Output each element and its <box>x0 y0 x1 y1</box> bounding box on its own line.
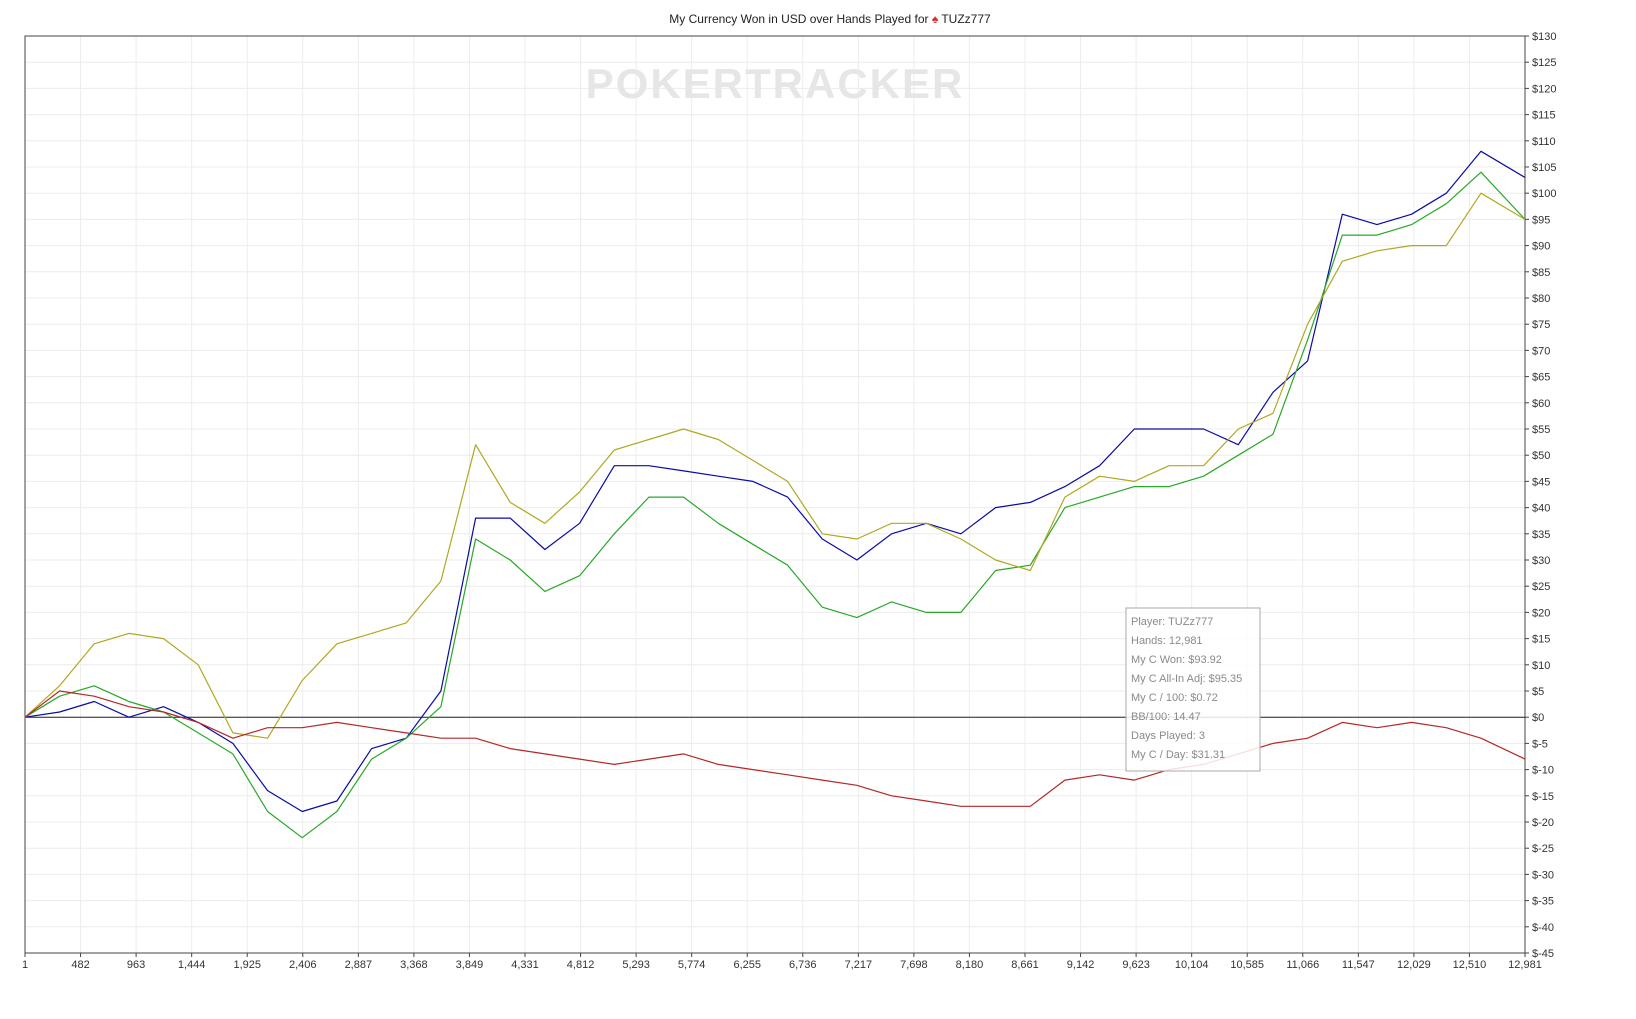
y-tick-label: $55 <box>1532 424 1550 436</box>
pokertracker-watermark: POKERTRACKER <box>586 60 965 107</box>
x-tick-label: 5,774 <box>678 959 706 971</box>
y-tick-label: $80 <box>1532 293 1550 305</box>
series-line-0 <box>24 150 1526 813</box>
y-tick-label: $10 <box>1532 660 1550 672</box>
y-tick-label: $-35 <box>1532 896 1554 908</box>
x-tick-label: 12,510 <box>1453 959 1487 971</box>
x-tick-label: 3,849 <box>456 959 484 971</box>
y-tick-label: $50 <box>1532 450 1550 462</box>
x-tick-label: 2,406 <box>289 959 317 971</box>
chart-title: My Currency Won in USD over Hands Played… <box>0 12 1636 26</box>
y-tick-label: $-5 <box>1532 738 1548 750</box>
y-tick-label: $110 <box>1532 136 1556 148</box>
tooltip-line: My C All-In Adj: $95.35 <box>1131 673 1242 685</box>
series-layer <box>24 150 1526 839</box>
spade-icon: ♠ <box>931 12 939 26</box>
series-line-1 <box>24 171 1526 839</box>
y-tick-label: $-30 <box>1532 869 1554 881</box>
chart-grid <box>24 35 1526 954</box>
y-tick-label: $95 <box>1532 214 1550 226</box>
y-tick-label: $40 <box>1532 503 1550 515</box>
y-tick-label: $90 <box>1532 241 1550 253</box>
x-axis: 1 482 963 1,444 1,925 2,406 2,887 3,368 3,849 4,3… <box>22 953 1542 971</box>
y-tick-label: $5 <box>1532 686 1544 698</box>
x-tick-label: 10,585 <box>1230 959 1264 971</box>
y-tick-label: $30 <box>1532 555 1550 567</box>
y-tick-label: $75 <box>1532 319 1550 331</box>
y-tick-label: $115 <box>1532 110 1556 122</box>
y-tick-label: $45 <box>1532 476 1550 488</box>
tooltip-line: Player: TUZz777 <box>1131 616 1213 628</box>
y-tick-label: $0 <box>1532 712 1544 724</box>
chart-title-text: My Currency Won in USD over Hands Played… <box>669 12 929 26</box>
y-tick-label: $20 <box>1532 607 1550 619</box>
y-tick-label: $-40 <box>1532 922 1554 934</box>
x-tick-label: 4,331 <box>511 959 539 971</box>
series-line-3 <box>24 690 1526 807</box>
y-tick-label: $70 <box>1532 345 1550 357</box>
x-tick-label: 963 <box>127 959 145 971</box>
x-tick-label: 6,736 <box>789 959 817 971</box>
y-tick-label: $105 <box>1532 162 1556 174</box>
tooltip-line: BB/100: 14.47 <box>1131 711 1201 723</box>
x-tick-label: 3,368 <box>400 959 428 971</box>
y-tick-label: $130 <box>1532 31 1556 43</box>
tooltip-line: Hands: 12,981 <box>1131 635 1203 647</box>
y-axis: $130 $125 $120 $115 $110 $105 $100 $95 $90 $85 $80… <box>1525 31 1556 960</box>
y-tick-label: $65 <box>1532 372 1550 384</box>
x-tick-label: 1,444 <box>178 959 206 971</box>
x-tick-label: 9,623 <box>1122 959 1150 971</box>
x-tick-label: 7,698 <box>900 959 928 971</box>
y-tick-label: $15 <box>1532 634 1550 646</box>
x-tick-label: 1,925 <box>233 959 261 971</box>
y-tick-label: $85 <box>1532 267 1550 279</box>
tooltip-line: Days Played: 3 <box>1131 730 1205 742</box>
y-tick-label: $60 <box>1532 398 1550 410</box>
y-tick-label: $-20 <box>1532 817 1554 829</box>
y-tick-label: $25 <box>1532 581 1550 593</box>
y-tick-label: $100 <box>1532 188 1556 200</box>
chart-title-player: TUZz777 <box>941 12 991 26</box>
x-tick-label: 11,547 <box>1342 959 1375 971</box>
x-tick-label: 5,293 <box>622 959 650 971</box>
x-tick-label: 8,661 <box>1011 959 1039 971</box>
x-tick-label: 11,066 <box>1286 959 1319 971</box>
y-tick-label: $-10 <box>1532 765 1554 777</box>
x-tick-label: 8,180 <box>956 959 984 971</box>
series-line-2 <box>24 192 1526 739</box>
y-tick-label: $-45 <box>1532 948 1554 960</box>
x-tick-label: 4,812 <box>567 959 595 971</box>
x-tick-label: 9,142 <box>1067 959 1095 971</box>
y-tick-label: $120 <box>1532 83 1556 95</box>
tooltip-lines: Player: TUZz777 Hands: 12,981 My C Won: $9… <box>1131 616 1242 761</box>
tooltip-line: My C / 100: $0.72 <box>1131 692 1218 704</box>
y-tick-label: $-25 <box>1532 843 1554 855</box>
x-tick-label: 12,029 <box>1397 959 1431 971</box>
x-tick-label: 1 <box>22 959 28 971</box>
stats-tooltip: Player: TUZz777 Hands: 12,981 My C Won: $9… <box>1125 607 1261 772</box>
x-tick-label: 12,981 <box>1508 959 1542 971</box>
y-tick-label: $35 <box>1532 529 1550 541</box>
x-tick-label: 2,887 <box>345 959 373 971</box>
x-tick-label: 10,104 <box>1175 959 1209 971</box>
y-tick-label: $-15 <box>1532 791 1554 803</box>
plot-area <box>24 35 1526 954</box>
tooltip-line: My C Won: $93.92 <box>1131 654 1222 666</box>
x-tick-label: 7,217 <box>845 959 873 971</box>
x-tick-label: 6,255 <box>733 959 761 971</box>
x-tick-label: 482 <box>71 959 89 971</box>
tooltip-line: My C / Day: $31.31 <box>1131 749 1225 761</box>
tooltip-box <box>1125 607 1261 772</box>
y-tick-label: $125 <box>1532 57 1556 69</box>
